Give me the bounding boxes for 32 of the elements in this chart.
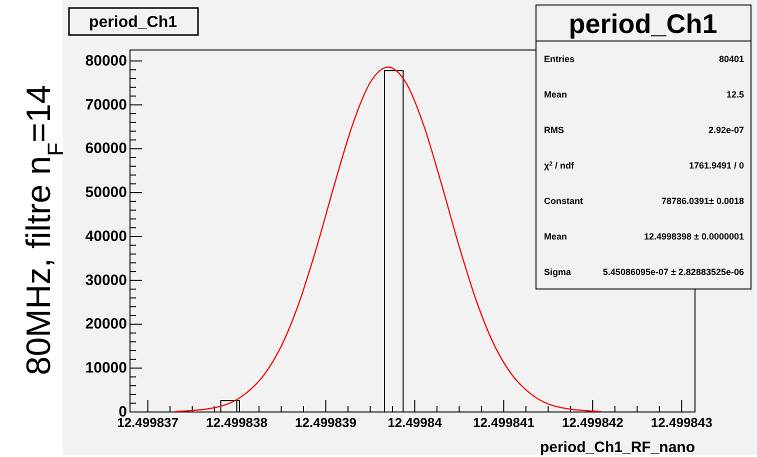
annotation: Constant bbox=[544, 196, 583, 206]
annotation: 12.4998398 ± 0.0000001 bbox=[644, 232, 744, 242]
y-tick-label: 70000 bbox=[85, 96, 127, 114]
text: 2.92e-07 bbox=[708, 125, 744, 135]
y-tick-label: 80000 bbox=[85, 52, 127, 70]
annotation: Mean bbox=[544, 90, 568, 100]
text: 80401 bbox=[718, 54, 744, 64]
x-tick-label: 12.499839 bbox=[295, 415, 356, 430]
annotation: 5.45086095e-07 ± 2.82883525e-06 bbox=[602, 267, 744, 277]
annotation: Sigma bbox=[544, 267, 572, 277]
annotation: 78786.0391± 0.0018 bbox=[661, 196, 744, 206]
y-tick-label: 10000 bbox=[85, 360, 127, 377]
annotation: 1761.9491 / 0 bbox=[688, 160, 744, 170]
annotation: RMS bbox=[544, 125, 564, 135]
x-tick-label: 12.499843 bbox=[650, 415, 712, 430]
y-tick-label: 50000 bbox=[85, 184, 127, 202]
x-axis-title: period_Ch1_RF_nano bbox=[540, 439, 695, 456]
y-tick-label: 30000 bbox=[85, 272, 127, 289]
text: period_Ch1 bbox=[568, 9, 718, 39]
annotation: χ$^{2}$ / ndf bbox=[544, 160, 575, 170]
x-tick-label: 12.49984 bbox=[388, 415, 443, 430]
x-tick-label: 12.499838 bbox=[206, 415, 268, 430]
x-tick-label: 12.499841 bbox=[472, 415, 534, 430]
y-tick-label: 40000 bbox=[85, 228, 127, 245]
annotation: Mean bbox=[544, 232, 568, 242]
text: 12.5 bbox=[726, 90, 744, 100]
chart-title: period_Ch1 bbox=[88, 14, 178, 31]
y-tick-label: 60000 bbox=[85, 140, 127, 158]
line-series bbox=[174, 66, 602, 412]
x-tick-label: 12.499842 bbox=[562, 415, 624, 430]
y-tick-label: 20000 bbox=[85, 316, 127, 333]
annotation: Entries bbox=[544, 54, 575, 64]
